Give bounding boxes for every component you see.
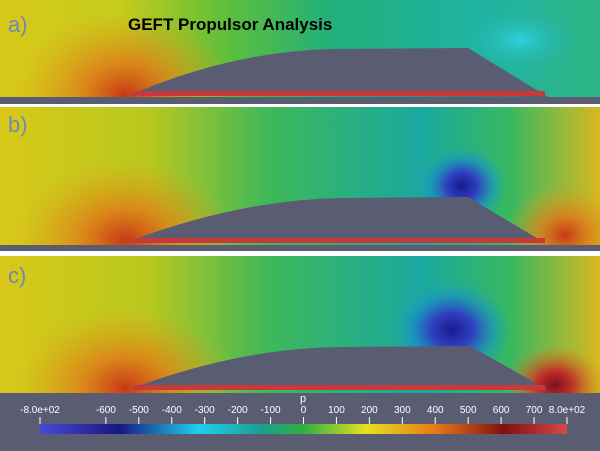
tick-label: 600 xyxy=(493,405,510,416)
tick-label: -600 xyxy=(96,405,116,416)
tick-label: 400 xyxy=(427,405,444,416)
tick-label: -200 xyxy=(228,405,248,416)
tick-label: 500 xyxy=(460,405,477,416)
panel-label: a) xyxy=(8,12,28,37)
panel-label: c) xyxy=(8,263,26,288)
colorbar-scale xyxy=(40,424,567,434)
tick-label: 700 xyxy=(526,405,543,416)
panel-c: c) xyxy=(0,256,600,451)
tick-label: -500 xyxy=(129,405,149,416)
tick-label: -400 xyxy=(162,405,182,416)
tick-label: -8.0e+02 xyxy=(20,405,60,416)
tick-label: -300 xyxy=(195,405,215,416)
colorbar: p xyxy=(0,393,600,451)
tick-label: 100 xyxy=(328,405,345,416)
panel-label: b) xyxy=(8,112,28,137)
tick-label: 200 xyxy=(361,405,378,416)
tick-label: -100 xyxy=(261,405,281,416)
title: GEFT Propulsor Analysis xyxy=(128,15,332,34)
colorbar-title: p xyxy=(300,393,306,405)
tick-label: 0 xyxy=(301,405,307,416)
tick-label: 8.0e+02 xyxy=(549,405,586,416)
tick-label: 300 xyxy=(394,405,411,416)
